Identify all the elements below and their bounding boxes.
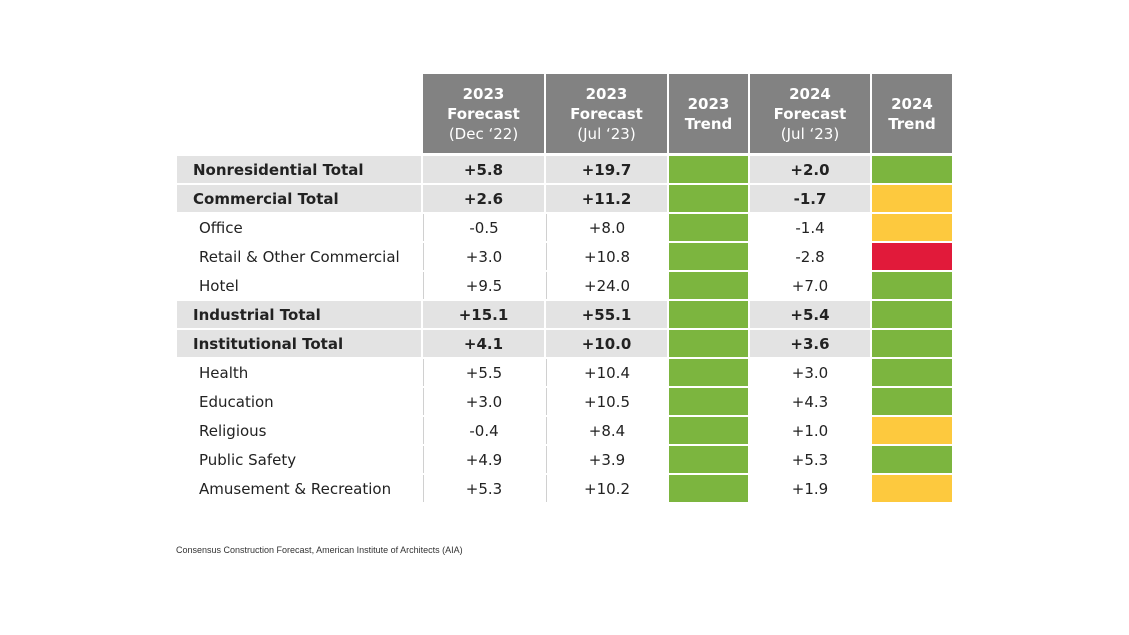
trend-cell (872, 301, 952, 328)
row-label: Hotel (199, 276, 239, 295)
value-cell: +15.1 (423, 301, 544, 328)
trend-cell (872, 185, 952, 212)
trend-cell (872, 330, 952, 357)
column-header: 2024 Forecast (Jul ‘23) (750, 74, 870, 153)
trend-cell (872, 475, 952, 502)
trend-cell (872, 359, 952, 386)
value-cell: +7.0 (791, 276, 829, 295)
row-label: Retail & Other Commercial (199, 247, 400, 266)
value-cell: +11.2 (546, 185, 667, 212)
header-line: 2023 (687, 94, 730, 113)
trend-cell (872, 446, 952, 473)
trend-cell (872, 214, 952, 241)
header-line: 2023 (462, 84, 505, 103)
column-header: 2023 Forecast (Dec ‘22) (423, 74, 544, 153)
value-cell: +10.0 (546, 330, 667, 357)
source-note: Consensus Construction Forecast, America… (176, 545, 463, 555)
header-line: 2023 (585, 84, 628, 103)
row-label: Education (199, 392, 274, 411)
value-cell: +2.0 (750, 156, 870, 183)
column-header: 2023 Trend (669, 74, 748, 153)
trend-cell (872, 156, 952, 183)
value-cell: +4.9 (423, 446, 544, 473)
row-label: Office (199, 218, 243, 237)
trend-cell (669, 330, 748, 357)
value-cell: +10.5 (546, 388, 667, 415)
value-cell: +5.8 (423, 156, 544, 183)
value-cell: +3.6 (750, 330, 870, 357)
header-line: 2024 (891, 94, 933, 113)
value-cell: +8.0 (546, 214, 667, 241)
value-cell: +3.0 (423, 388, 544, 415)
trend-cell (669, 156, 748, 183)
row-label: Industrial Total (177, 301, 421, 328)
header-line: Trend (684, 114, 733, 133)
row-label: Amusement & Recreation (199, 479, 392, 498)
trend-cell (669, 359, 748, 386)
trend-cell (872, 272, 952, 299)
trend-cell (669, 417, 748, 444)
trend-cell (669, 243, 748, 270)
value-cell: +5.5 (423, 359, 544, 386)
header-line: Forecast (447, 104, 520, 123)
value-cell: +2.6 (423, 185, 544, 212)
trend-cell (872, 388, 952, 415)
trend-cell (872, 243, 952, 270)
header-line: (Dec ‘22) (448, 124, 519, 143)
row-label: Institutional Total (177, 330, 421, 357)
row-label: Health (199, 363, 249, 382)
header-line: (Jul ‘23) (780, 124, 840, 143)
trend-cell (669, 214, 748, 241)
value-cell: +19.7 (546, 156, 667, 183)
value-cell: +3.0 (423, 243, 544, 270)
value-cell: +3.9 (546, 446, 667, 473)
value-cell: -1.4 (795, 218, 825, 237)
value-cell: +4.3 (791, 392, 829, 411)
trend-cell (669, 388, 748, 415)
trend-cell (872, 417, 952, 444)
value-cell: +9.5 (423, 272, 544, 299)
value-cell: +5.3 (791, 450, 829, 469)
value-cell: -2.8 (795, 247, 825, 266)
value-cell: +8.4 (546, 417, 667, 444)
value-cell: +10.4 (546, 359, 667, 386)
header-line: (Jul ‘23) (577, 124, 636, 143)
value-cell: +5.4 (750, 301, 870, 328)
value-cell: +1.9 (791, 479, 829, 498)
value-cell: -0.4 (423, 417, 544, 444)
trend-cell (669, 446, 748, 473)
trend-cell (669, 272, 748, 299)
value-cell: +10.8 (546, 243, 667, 270)
header-line: Forecast (773, 104, 847, 123)
row-label: Commercial Total (177, 185, 421, 212)
value-cell: +10.2 (546, 475, 667, 502)
trend-cell (669, 475, 748, 502)
row-label: Religious (199, 421, 267, 440)
value-cell: +5.3 (423, 475, 544, 502)
trend-cell (669, 301, 748, 328)
value-cell: -1.7 (750, 185, 870, 212)
row-label: Nonresidential Total (177, 156, 421, 183)
header-line: 2024 (789, 84, 831, 103)
column-header: 2023 Forecast (Jul ‘23) (546, 74, 667, 153)
value-cell: +1.0 (791, 421, 829, 440)
header-line: Forecast (570, 104, 643, 123)
value-cell: -0.5 (423, 214, 544, 241)
value-cell: +24.0 (546, 272, 667, 299)
value-cell: +3.0 (791, 363, 829, 382)
value-cell: +55.1 (546, 301, 667, 328)
header-line: Trend (888, 114, 936, 133)
column-header: 2024 Trend (872, 74, 952, 153)
value-cell: +4.1 (423, 330, 544, 357)
trend-cell (669, 185, 748, 212)
row-label: Public Safety (199, 450, 297, 469)
